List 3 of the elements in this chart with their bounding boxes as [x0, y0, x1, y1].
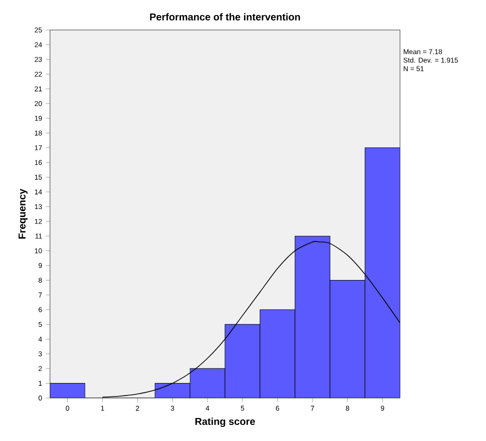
y-axis-title: Frequency — [18, 188, 28, 239]
x-axis-title: Rating score — [195, 418, 255, 427]
chart-title: Performance of the intervention — [150, 13, 300, 20]
